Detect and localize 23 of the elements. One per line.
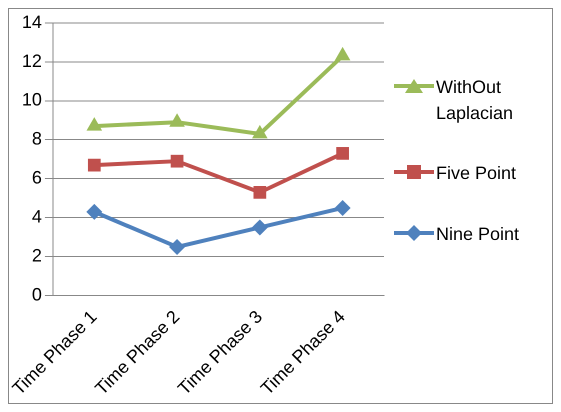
y-tick-label: 2 xyxy=(32,246,42,266)
point xyxy=(334,200,351,216)
y-tick-label: 0 xyxy=(32,284,42,305)
point xyxy=(169,238,186,255)
point xyxy=(169,113,185,127)
point xyxy=(336,147,349,160)
y-tick-label: 8 xyxy=(32,128,42,149)
y-tick-label: 4 xyxy=(32,206,42,227)
point xyxy=(252,219,268,236)
y-tick-label: 6 xyxy=(32,168,42,188)
y-tick-label: 10 xyxy=(22,90,42,110)
point xyxy=(88,158,101,172)
point xyxy=(86,117,102,131)
point xyxy=(170,154,184,168)
y-tick-label: 14 xyxy=(22,12,42,32)
y-tick-label: 12 xyxy=(22,50,42,71)
legend-label: Five Point xyxy=(436,162,516,185)
legend-label: WithOut Laplacian xyxy=(436,76,514,125)
point xyxy=(334,46,350,60)
legend-label: Nine Point xyxy=(436,223,520,246)
point xyxy=(253,186,266,199)
point xyxy=(86,204,102,220)
point xyxy=(252,124,268,138)
